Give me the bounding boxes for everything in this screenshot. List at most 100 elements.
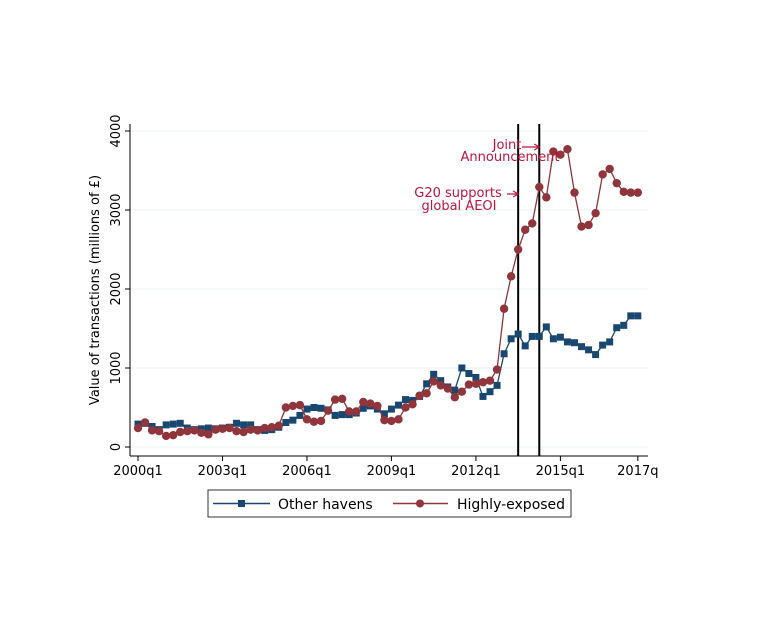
x-tick-label: 2012q1 bbox=[451, 464, 501, 479]
gridlines bbox=[130, 130, 648, 448]
data-point bbox=[507, 335, 515, 343]
data-point bbox=[634, 312, 642, 320]
data-point bbox=[309, 417, 319, 426]
data-point bbox=[585, 346, 593, 354]
annotation-aeoi: global AEOI bbox=[422, 199, 497, 214]
data-point bbox=[338, 411, 346, 419]
x-tick-label: 2009q1 bbox=[367, 464, 417, 479]
data-point bbox=[302, 415, 312, 424]
data-point bbox=[183, 427, 192, 436]
data-point bbox=[464, 380, 474, 389]
data-point bbox=[352, 407, 361, 416]
data-point bbox=[450, 393, 459, 402]
data-point bbox=[436, 381, 445, 390]
data-point bbox=[197, 428, 206, 437]
legend-label-other-havens: Other havens bbox=[278, 497, 373, 513]
data-point bbox=[479, 392, 487, 400]
data-point bbox=[147, 426, 157, 435]
data-point bbox=[331, 411, 339, 419]
data-point bbox=[563, 144, 572, 154]
data-point bbox=[584, 220, 593, 230]
data-point bbox=[591, 208, 600, 218]
data-point bbox=[267, 423, 276, 432]
y-axis-title: Value of transactions (millions of £) bbox=[88, 175, 103, 405]
data-point bbox=[598, 170, 607, 179]
data-point bbox=[556, 150, 565, 159]
data-point bbox=[359, 397, 368, 407]
data-point bbox=[387, 416, 396, 426]
data-point bbox=[408, 400, 417, 409]
data-point bbox=[423, 380, 431, 388]
data-point bbox=[140, 418, 150, 427]
data-point bbox=[345, 407, 354, 416]
annotation-announcement: Announcement bbox=[461, 150, 560, 165]
data-point bbox=[430, 370, 438, 378]
data-point bbox=[500, 350, 508, 358]
data-point bbox=[204, 424, 212, 432]
data-point bbox=[437, 377, 445, 385]
data-point bbox=[176, 419, 184, 427]
data-point bbox=[161, 431, 171, 441]
annotation-g20: G20 supports bbox=[414, 186, 502, 201]
data-point bbox=[535, 182, 544, 192]
data-point bbox=[605, 164, 614, 174]
data-point bbox=[253, 426, 262, 435]
data-point bbox=[295, 400, 305, 410]
data-point bbox=[549, 335, 557, 343]
data-point bbox=[310, 404, 318, 411]
y-tick-label: 3000 bbox=[109, 193, 124, 226]
data-point bbox=[570, 339, 578, 347]
y-tick-label: 4000 bbox=[109, 114, 124, 147]
data-point bbox=[323, 406, 333, 415]
legend: Other havens Highly-exposed bbox=[207, 489, 572, 518]
data-point bbox=[394, 401, 402, 409]
data-point bbox=[513, 245, 523, 254]
data-point bbox=[465, 370, 473, 378]
data-point bbox=[471, 379, 481, 388]
data-point bbox=[260, 423, 269, 433]
series-other-havens bbox=[134, 312, 642, 434]
data-point bbox=[218, 424, 227, 434]
data-point bbox=[542, 193, 551, 202]
x-tick-label: 2017q bbox=[617, 464, 658, 479]
data-point bbox=[556, 333, 564, 341]
data-point bbox=[162, 421, 170, 429]
data-point bbox=[169, 420, 177, 428]
data-point bbox=[330, 395, 340, 404]
data-point bbox=[493, 381, 501, 389]
data-point bbox=[387, 405, 395, 413]
data-point bbox=[514, 330, 522, 338]
data-point bbox=[619, 187, 628, 197]
data-point bbox=[239, 427, 248, 437]
data-point bbox=[521, 342, 529, 350]
annotation-joint: Joint bbox=[492, 138, 522, 153]
data-point bbox=[169, 430, 178, 440]
data-point bbox=[380, 415, 389, 425]
legend-marker-circle bbox=[416, 499, 424, 508]
data-point bbox=[429, 377, 438, 386]
data-point bbox=[592, 351, 600, 359]
series-line bbox=[137, 147, 638, 437]
data-point bbox=[373, 401, 382, 411]
data-point bbox=[549, 147, 558, 156]
data-point bbox=[626, 188, 635, 197]
legend-label-highly-exposed: Highly-exposed bbox=[457, 497, 565, 513]
legend-marker-square bbox=[238, 500, 245, 507]
data-point bbox=[232, 427, 241, 436]
series-highly-exposed bbox=[133, 144, 643, 441]
data-point bbox=[154, 427, 164, 436]
data-point bbox=[288, 401, 298, 411]
data-point bbox=[606, 338, 614, 346]
data-point bbox=[612, 178, 621, 188]
data-point bbox=[233, 419, 241, 427]
data-point bbox=[443, 384, 452, 393]
y-tick-label: 2000 bbox=[109, 272, 124, 305]
data-point bbox=[296, 411, 304, 419]
data-point bbox=[599, 341, 607, 349]
data-point bbox=[303, 405, 311, 413]
data-point bbox=[176, 427, 185, 437]
data-point bbox=[457, 387, 467, 396]
data-point bbox=[486, 388, 494, 396]
